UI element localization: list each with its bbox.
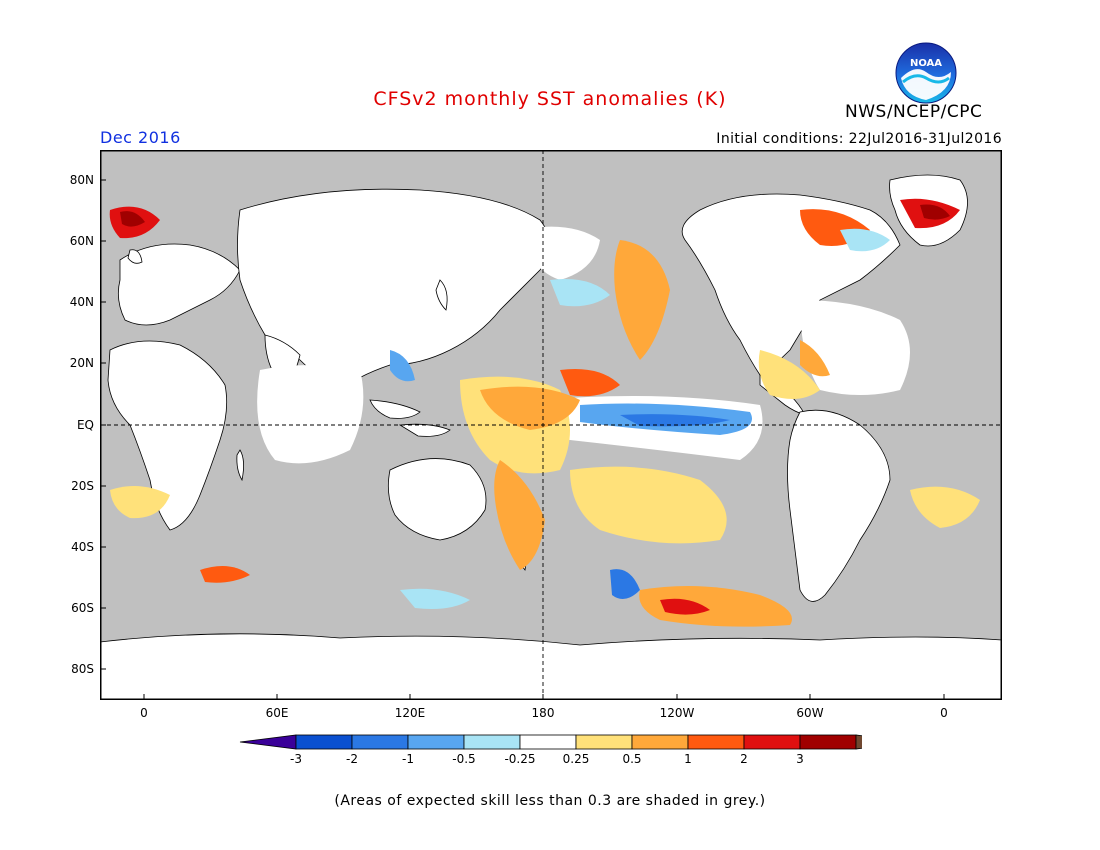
colorbar-tick-label: 3 [796,752,804,766]
colorbar-segment [575,734,633,750]
colorbar-segment [687,734,745,750]
lon-label: 120W [659,706,695,720]
lat-label: 80N [69,173,94,187]
colorbar [239,734,862,750]
lat-label: EQ [76,418,94,432]
colorbar-tick-label: 2 [740,752,748,766]
colorbar-tick-label: 0.25 [562,752,590,766]
lon-label: 120E [394,706,426,720]
chart-title: CFSv2 monthly SST anomalies (K) [373,88,727,110]
lat-label: 40N [69,295,94,309]
lon-label: 60E [265,706,289,720]
colorbar-segment [519,734,577,750]
colorbar-tick-label: -0.25 [504,752,536,766]
colorbar-tick-label: 0.5 [622,752,642,766]
colorbar-segment [743,734,801,750]
svg-text:NOAA: NOAA [910,58,942,69]
lat-label: 20S [71,479,94,493]
lon-label: 60W [796,706,824,720]
colorbar-tick-label: -3 [290,752,302,766]
lat-label: 80S [71,662,94,676]
forecast-month: Dec 2016 [100,128,181,147]
lon-label: 0 [140,706,148,720]
colorbar-segment [855,734,862,750]
colorbar-tick-label: -1 [402,752,414,766]
sst-anomaly-patches [109,198,980,627]
skill-footnote: (Areas of expected skill less than 0.3 a… [334,793,766,809]
colorbar-tick-label: -2 [346,752,358,766]
sst-anomaly-map [100,150,1002,700]
noaa-logo: NOAA [895,42,957,104]
lon-label: 180 [531,706,555,720]
colorbar-segment [631,734,689,750]
colorbar-segment [239,734,297,750]
colorbar-tick-label: 1 [684,752,692,766]
lat-label: 20N [69,356,94,370]
colorbar-tick-label: -0.5 [452,752,476,766]
colorbar-segment [463,734,521,750]
colorbar-segment [351,734,409,750]
lat-label: 60N [69,234,94,248]
colorbar-segment [799,734,857,750]
organization-label: NWS/NCEP/CPC [845,102,983,122]
initial-conditions: Initial conditions: 22Jul2016-31Jul2016 [716,131,1002,147]
lat-label: 60S [71,601,94,615]
colorbar-segment [407,734,465,750]
lon-label: 0 [940,706,948,720]
lat-label: 40S [71,540,94,554]
colorbar-segment [295,734,353,750]
